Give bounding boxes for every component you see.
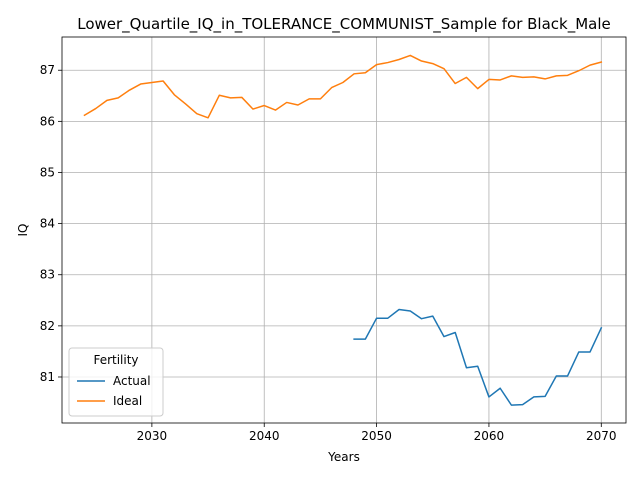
x-tick-label: 2040 [249, 429, 280, 443]
legend-label-actual: Actual [113, 374, 151, 388]
y-tick-label: 86 [40, 114, 55, 128]
x-axis-label: Years [327, 450, 360, 464]
y-tick-label: 81 [40, 370, 55, 384]
legend-title: Fertility [93, 353, 138, 367]
legend-box [68, 347, 164, 417]
y-tick-label: 85 [40, 165, 55, 179]
x-tick-label: 2030 [137, 429, 168, 443]
legend-entries: Actual Ideal [77, 374, 151, 408]
series-line-ideal [83, 54, 603, 119]
y-tick-label: 87 [40, 63, 55, 77]
series-line-actual [353, 308, 603, 406]
chart-title: Lower_Quartile_IQ_in_TOLERANCE_COMMUNIST… [77, 15, 611, 34]
y-axis-label: IQ [16, 224, 30, 237]
y-tick-label: 84 [40, 217, 55, 231]
axis-ticks: 2030 2040 2050 2060 2070 81 82 83 84 85 86 87 [40, 63, 617, 443]
x-tick-label: 2060 [474, 429, 505, 443]
series-lines [83, 54, 603, 406]
plot-frame [61, 36, 627, 424]
y-tick-label: 82 [40, 319, 55, 333]
legend-label-ideal: Ideal [113, 394, 142, 408]
y-tick-label: 83 [40, 268, 55, 282]
x-tick-label: 2070 [586, 429, 617, 443]
grid [62, 37, 626, 423]
x-tick-label: 2050 [361, 429, 392, 443]
legend: Fertility Actual Ideal [68, 347, 164, 417]
